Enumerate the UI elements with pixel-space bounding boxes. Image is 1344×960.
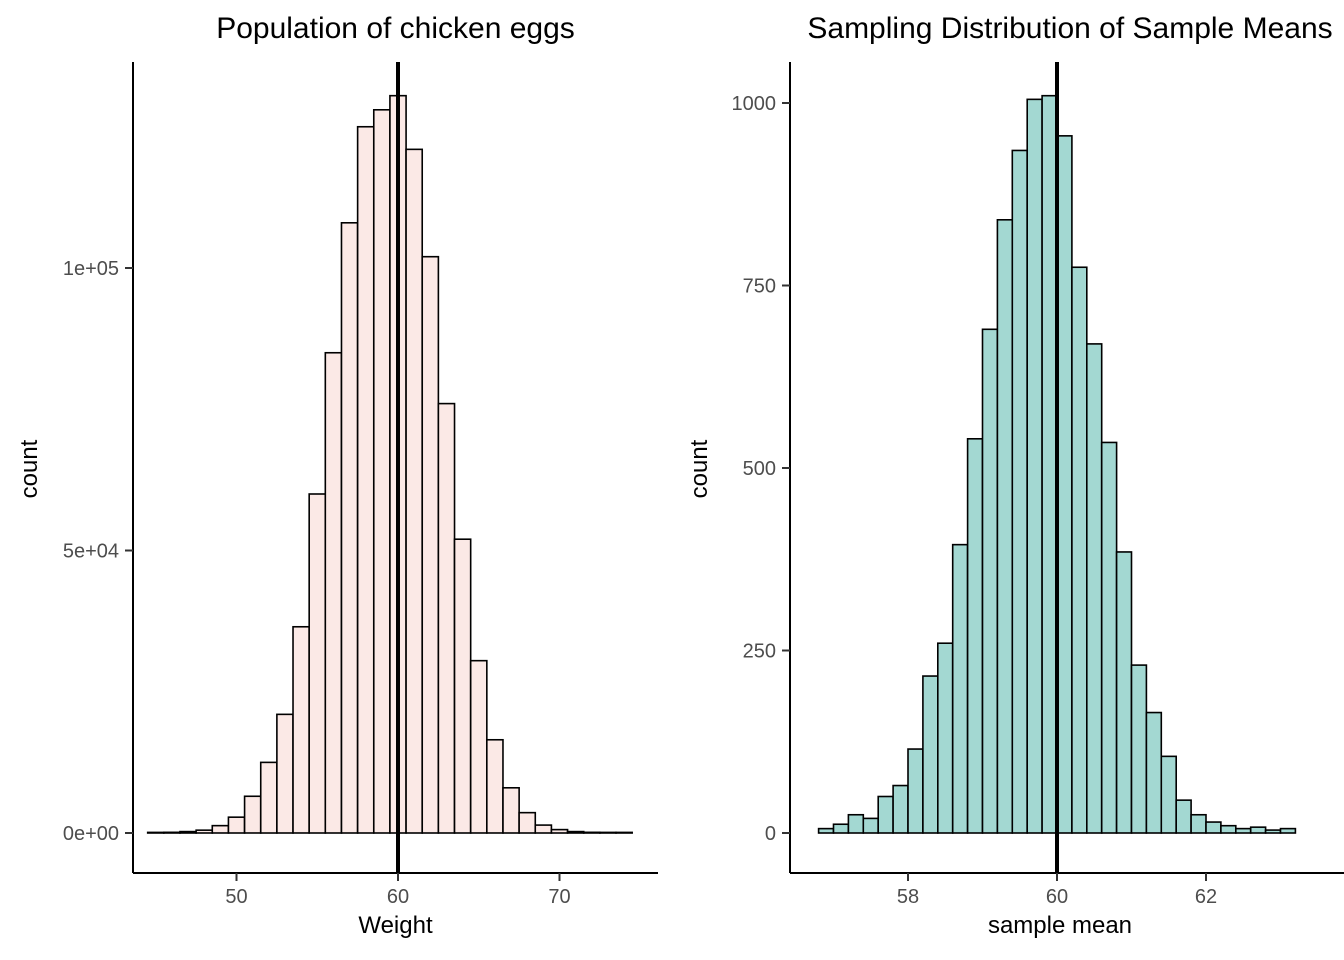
histogram-bar xyxy=(832,823,850,834)
histogram-bar xyxy=(518,811,537,834)
histogram-bar xyxy=(550,828,569,834)
y-tick-label: 500 xyxy=(743,458,776,480)
histogram-bar xyxy=(437,402,456,834)
x-tick-label: 70 xyxy=(548,886,570,908)
histogram-bar xyxy=(582,831,601,834)
histogram-bar xyxy=(1205,821,1222,834)
x-tick-label: 62 xyxy=(1195,886,1217,908)
histogram-bar xyxy=(340,222,359,834)
histogram-bar xyxy=(1026,98,1043,834)
histogram-bar xyxy=(469,659,488,834)
histogram-bar xyxy=(179,830,197,834)
histogram-bar xyxy=(356,125,375,834)
x-tick-label: 60 xyxy=(1046,886,1068,908)
histogram-bar xyxy=(1145,711,1163,834)
population-chart-title: Population of chicken eggs xyxy=(216,12,575,45)
histogram-bar xyxy=(1086,343,1103,834)
histogram-bar xyxy=(1130,664,1148,834)
histogram-bar xyxy=(1160,755,1178,834)
histogram-bar xyxy=(922,675,939,834)
histogram-bar xyxy=(599,831,617,834)
y-tick-label: 1000 xyxy=(732,93,777,115)
x-tick-label: 60 xyxy=(387,886,409,908)
histogram-bar xyxy=(951,543,969,834)
x-tick-label: 50 xyxy=(225,886,247,908)
histogram-bar xyxy=(1279,827,1297,834)
histogram-bar xyxy=(324,351,343,834)
histogram-bar xyxy=(1264,829,1282,834)
histogram-bar xyxy=(227,816,246,834)
histogram-bar xyxy=(907,748,924,834)
histogram-bar xyxy=(502,786,520,834)
histogram-bar xyxy=(847,813,865,834)
histogram-bar xyxy=(1100,441,1118,834)
histogram-bar xyxy=(996,219,1014,834)
histogram-bar xyxy=(1190,813,1207,834)
y-tick-label: 250 xyxy=(743,641,776,663)
histogram-bar xyxy=(817,827,835,834)
histogram-bar xyxy=(146,831,165,834)
histogram-bar xyxy=(966,437,984,834)
histogram-bar xyxy=(372,109,391,834)
sampling-y-axis-title: count xyxy=(686,439,713,499)
sampling-chart-title: Sampling Distribution of Sample Means xyxy=(807,12,1333,45)
y-tick-label: 750 xyxy=(743,276,776,298)
histogram-bar xyxy=(292,625,310,834)
histogram-bar xyxy=(566,830,585,834)
histogram-bar xyxy=(877,795,894,834)
histogram-bar xyxy=(453,538,472,834)
histogram-bar xyxy=(615,831,633,834)
histogram-bar xyxy=(421,255,440,834)
y-tick-label: 1e+05 xyxy=(63,258,119,280)
histogram-bar xyxy=(486,738,504,834)
histogram-panel: 50 60 70 0e+00 5e+04 1e+05 xyxy=(63,62,658,908)
histogram-bar xyxy=(1235,827,1252,834)
histogram-bar xyxy=(1011,149,1028,834)
histogram-bar xyxy=(862,817,879,834)
histogram-bar xyxy=(1220,824,1237,834)
histogram-bar xyxy=(211,824,230,834)
histogram-bar xyxy=(534,824,553,834)
histogram-bar xyxy=(1041,94,1058,834)
histogram-bar xyxy=(163,831,181,834)
histogram-bar xyxy=(936,642,954,834)
y-tick-label: 5e+04 xyxy=(63,541,119,563)
histogram-bar xyxy=(1056,135,1073,834)
histogram-bar xyxy=(1175,799,1192,834)
y-tick-label: 0 xyxy=(765,823,776,845)
histogram-bar xyxy=(276,713,294,834)
histogram-bar xyxy=(243,795,262,834)
histogram-bar xyxy=(308,493,327,834)
y-tick-label: 0e+00 xyxy=(63,823,119,845)
histogram-bar xyxy=(981,328,999,834)
x-tick-label: 58 xyxy=(897,886,919,908)
histogram-bar xyxy=(1249,826,1267,834)
histogram-bar xyxy=(259,761,278,834)
histogram-bar xyxy=(1115,551,1133,834)
histogram-bar xyxy=(195,829,214,834)
histogram-bar xyxy=(405,148,424,834)
sampling-x-axis-title: sample mean xyxy=(987,912,1133,939)
histogram-bar xyxy=(892,784,909,834)
population-y-axis-title: count xyxy=(16,439,43,499)
histogram-panel: 58 60 62 0 250 500 750 1000 xyxy=(732,62,1344,908)
histogram-bar xyxy=(1071,266,1088,834)
population-x-axis-title: Weight xyxy=(358,912,433,939)
